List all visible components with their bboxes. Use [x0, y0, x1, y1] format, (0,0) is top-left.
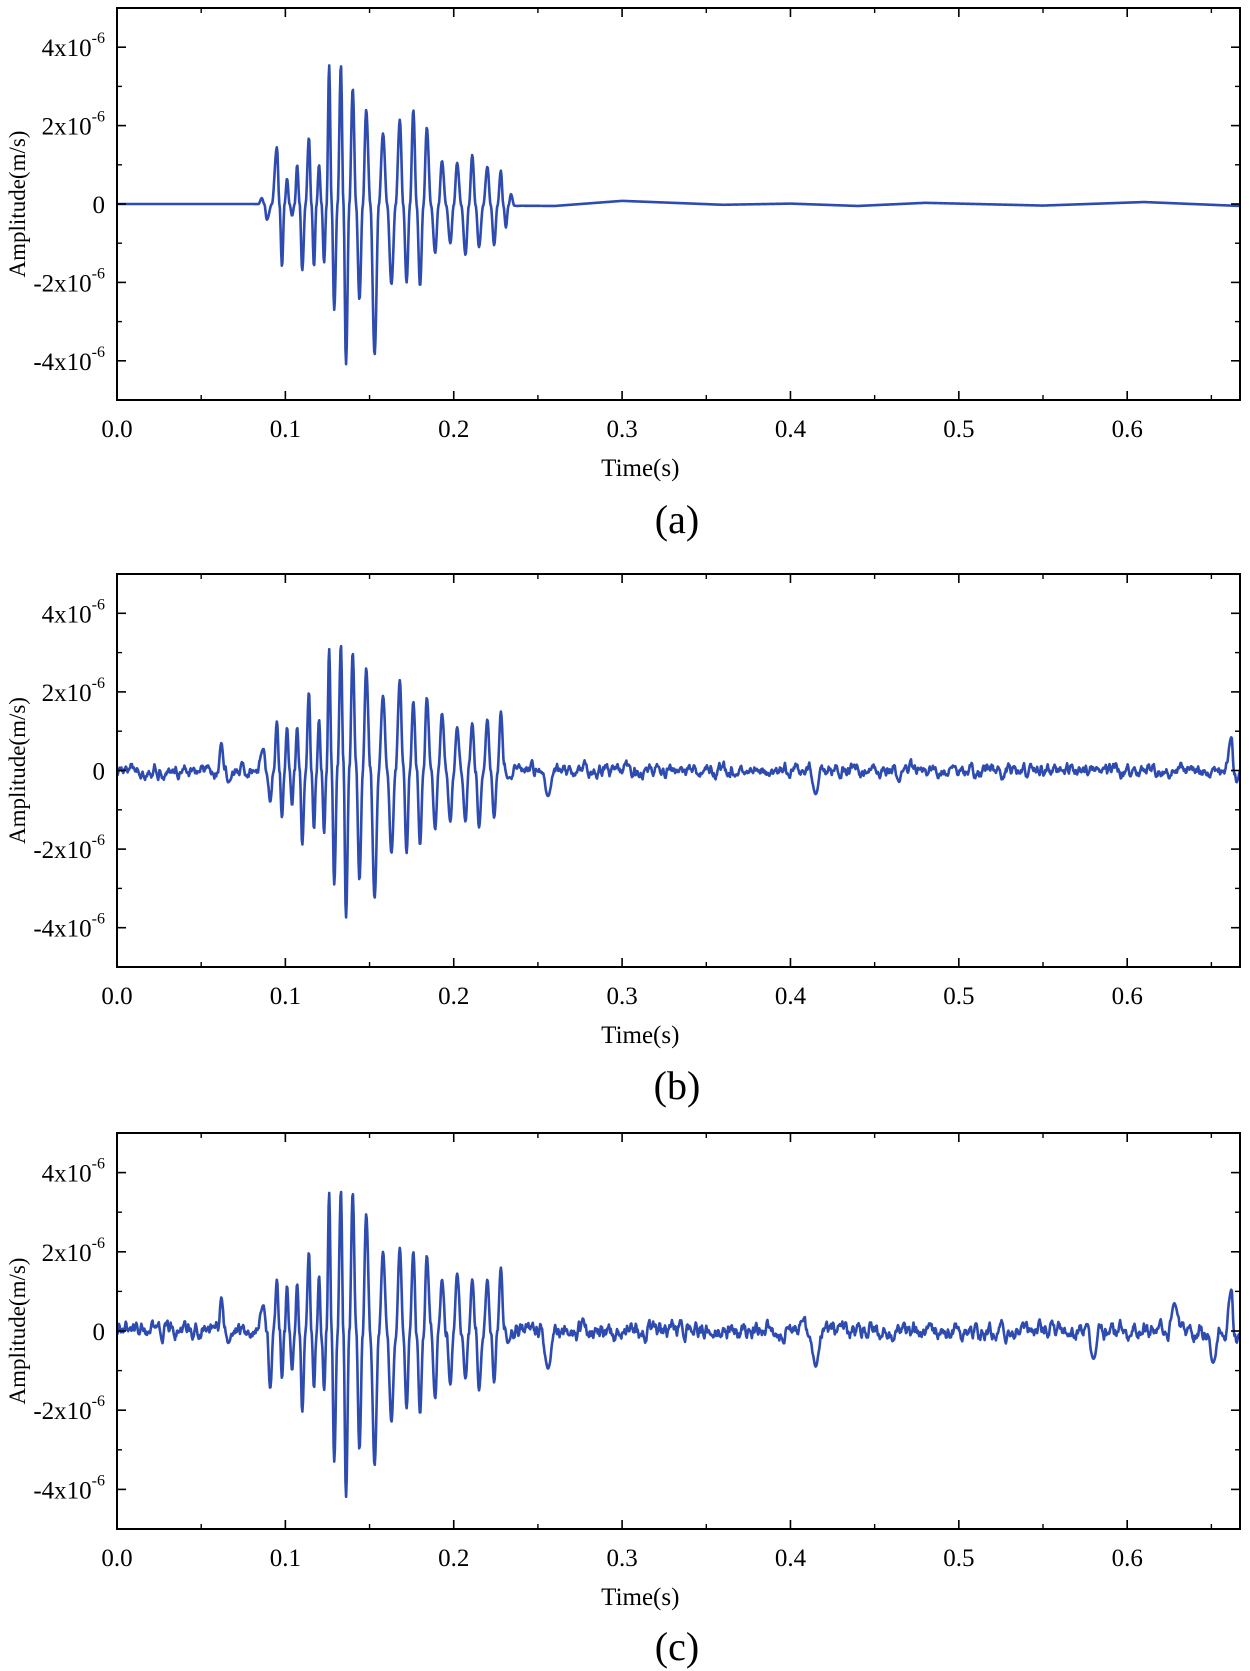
x-tick-label: 0.4 — [775, 983, 807, 1010]
chart-panel-c: 0.0 0.1 0.2 0.3 0.4 0.5 0.6 4x10-6 2x10-6 0 -2x10-… — [5, 1132, 1241, 1669]
y-tick-label: 4x10-6 — [42, 30, 105, 62]
y-tick-label: -2x10-6 — [33, 1393, 105, 1425]
y-tick-label: -4x10-6 — [33, 344, 105, 376]
x-axis-label: Time(s) — [601, 455, 679, 482]
x-tick-label: 0.3 — [606, 1545, 637, 1572]
y-tick-label: 2x10-6 — [42, 109, 105, 141]
y-tick-label: 4x10-6 — [42, 596, 105, 628]
panel-label: (b) — [654, 1063, 701, 1108]
x-tick-label: 0.2 — [438, 983, 469, 1010]
x-tick-label: 0.5 — [943, 1545, 974, 1572]
x-axis-label: Time(s) — [601, 1584, 679, 1611]
y-axis-label: Amplitude(m/s) — [5, 697, 30, 844]
x-tick-label: 0.5 — [943, 416, 974, 443]
series-line-signal — [117, 64, 1240, 366]
y-tick-label: 2x10-6 — [42, 675, 105, 707]
y-tick-label: -4x10-6 — [33, 1472, 105, 1504]
x-tick-label: 0.6 — [1112, 416, 1143, 443]
y-tick-label: 2x10-6 — [42, 1235, 105, 1267]
y-axis-label: Amplitude(m/s) — [5, 1258, 30, 1405]
x-tick-label: 0.1 — [270, 416, 301, 443]
x-tick-label: 0.0 — [101, 416, 132, 443]
y-tick-label: 0 — [93, 192, 106, 219]
panel-label: (a) — [655, 497, 699, 542]
x-tick-label: 0.0 — [101, 983, 132, 1010]
x-tick-label: 0.5 — [943, 983, 974, 1010]
y-tick-label: 0 — [93, 759, 106, 786]
y-tick-label: -2x10-6 — [33, 832, 105, 864]
y-tick-label: -4x10-6 — [33, 911, 105, 943]
panels: 0.0 0.1 0.2 0.3 0.4 0.5 0.6 4x10-6 2x10-6 0 -2x10-… — [5, 7, 1241, 1669]
x-axis-label: Time(s) — [601, 1022, 679, 1049]
x-tick-label: 0.0 — [101, 1545, 132, 1572]
series-line-signal — [117, 644, 1240, 919]
x-tick-label: 0.2 — [438, 1545, 469, 1572]
x-tick-label: 0.1 — [270, 983, 301, 1010]
x-tick-label: 0.6 — [1112, 1545, 1143, 1572]
x-tick-label: 0.4 — [775, 1545, 807, 1572]
y-axis-label: Amplitude(m/s) — [5, 131, 30, 278]
x-tick-label: 0.3 — [606, 983, 637, 1010]
chart-panel-a: 0.0 0.1 0.2 0.3 0.4 0.5 0.6 4x10-6 2x10-6 0 -2x10-… — [5, 7, 1241, 542]
x-tick-label: 0.4 — [775, 416, 807, 443]
panel-label: (c) — [655, 1624, 699, 1669]
y-tick-label: 0 — [93, 1319, 106, 1346]
x-tick-label: 0.2 — [438, 416, 469, 443]
y-tick-label: -2x10-6 — [33, 265, 105, 297]
chart-panel-b: 0.0 0.1 0.2 0.3 0.4 0.5 0.6 4x10-6 2x10-6 0 -2x10-… — [5, 573, 1241, 1108]
x-tick-label: 0.6 — [1112, 983, 1143, 1010]
y-tick-label: 4x10-6 — [42, 1156, 105, 1188]
series-line-signal — [117, 1190, 1240, 1499]
x-tick-label: 0.1 — [270, 1545, 301, 1572]
x-tick-label: 0.3 — [606, 416, 637, 443]
